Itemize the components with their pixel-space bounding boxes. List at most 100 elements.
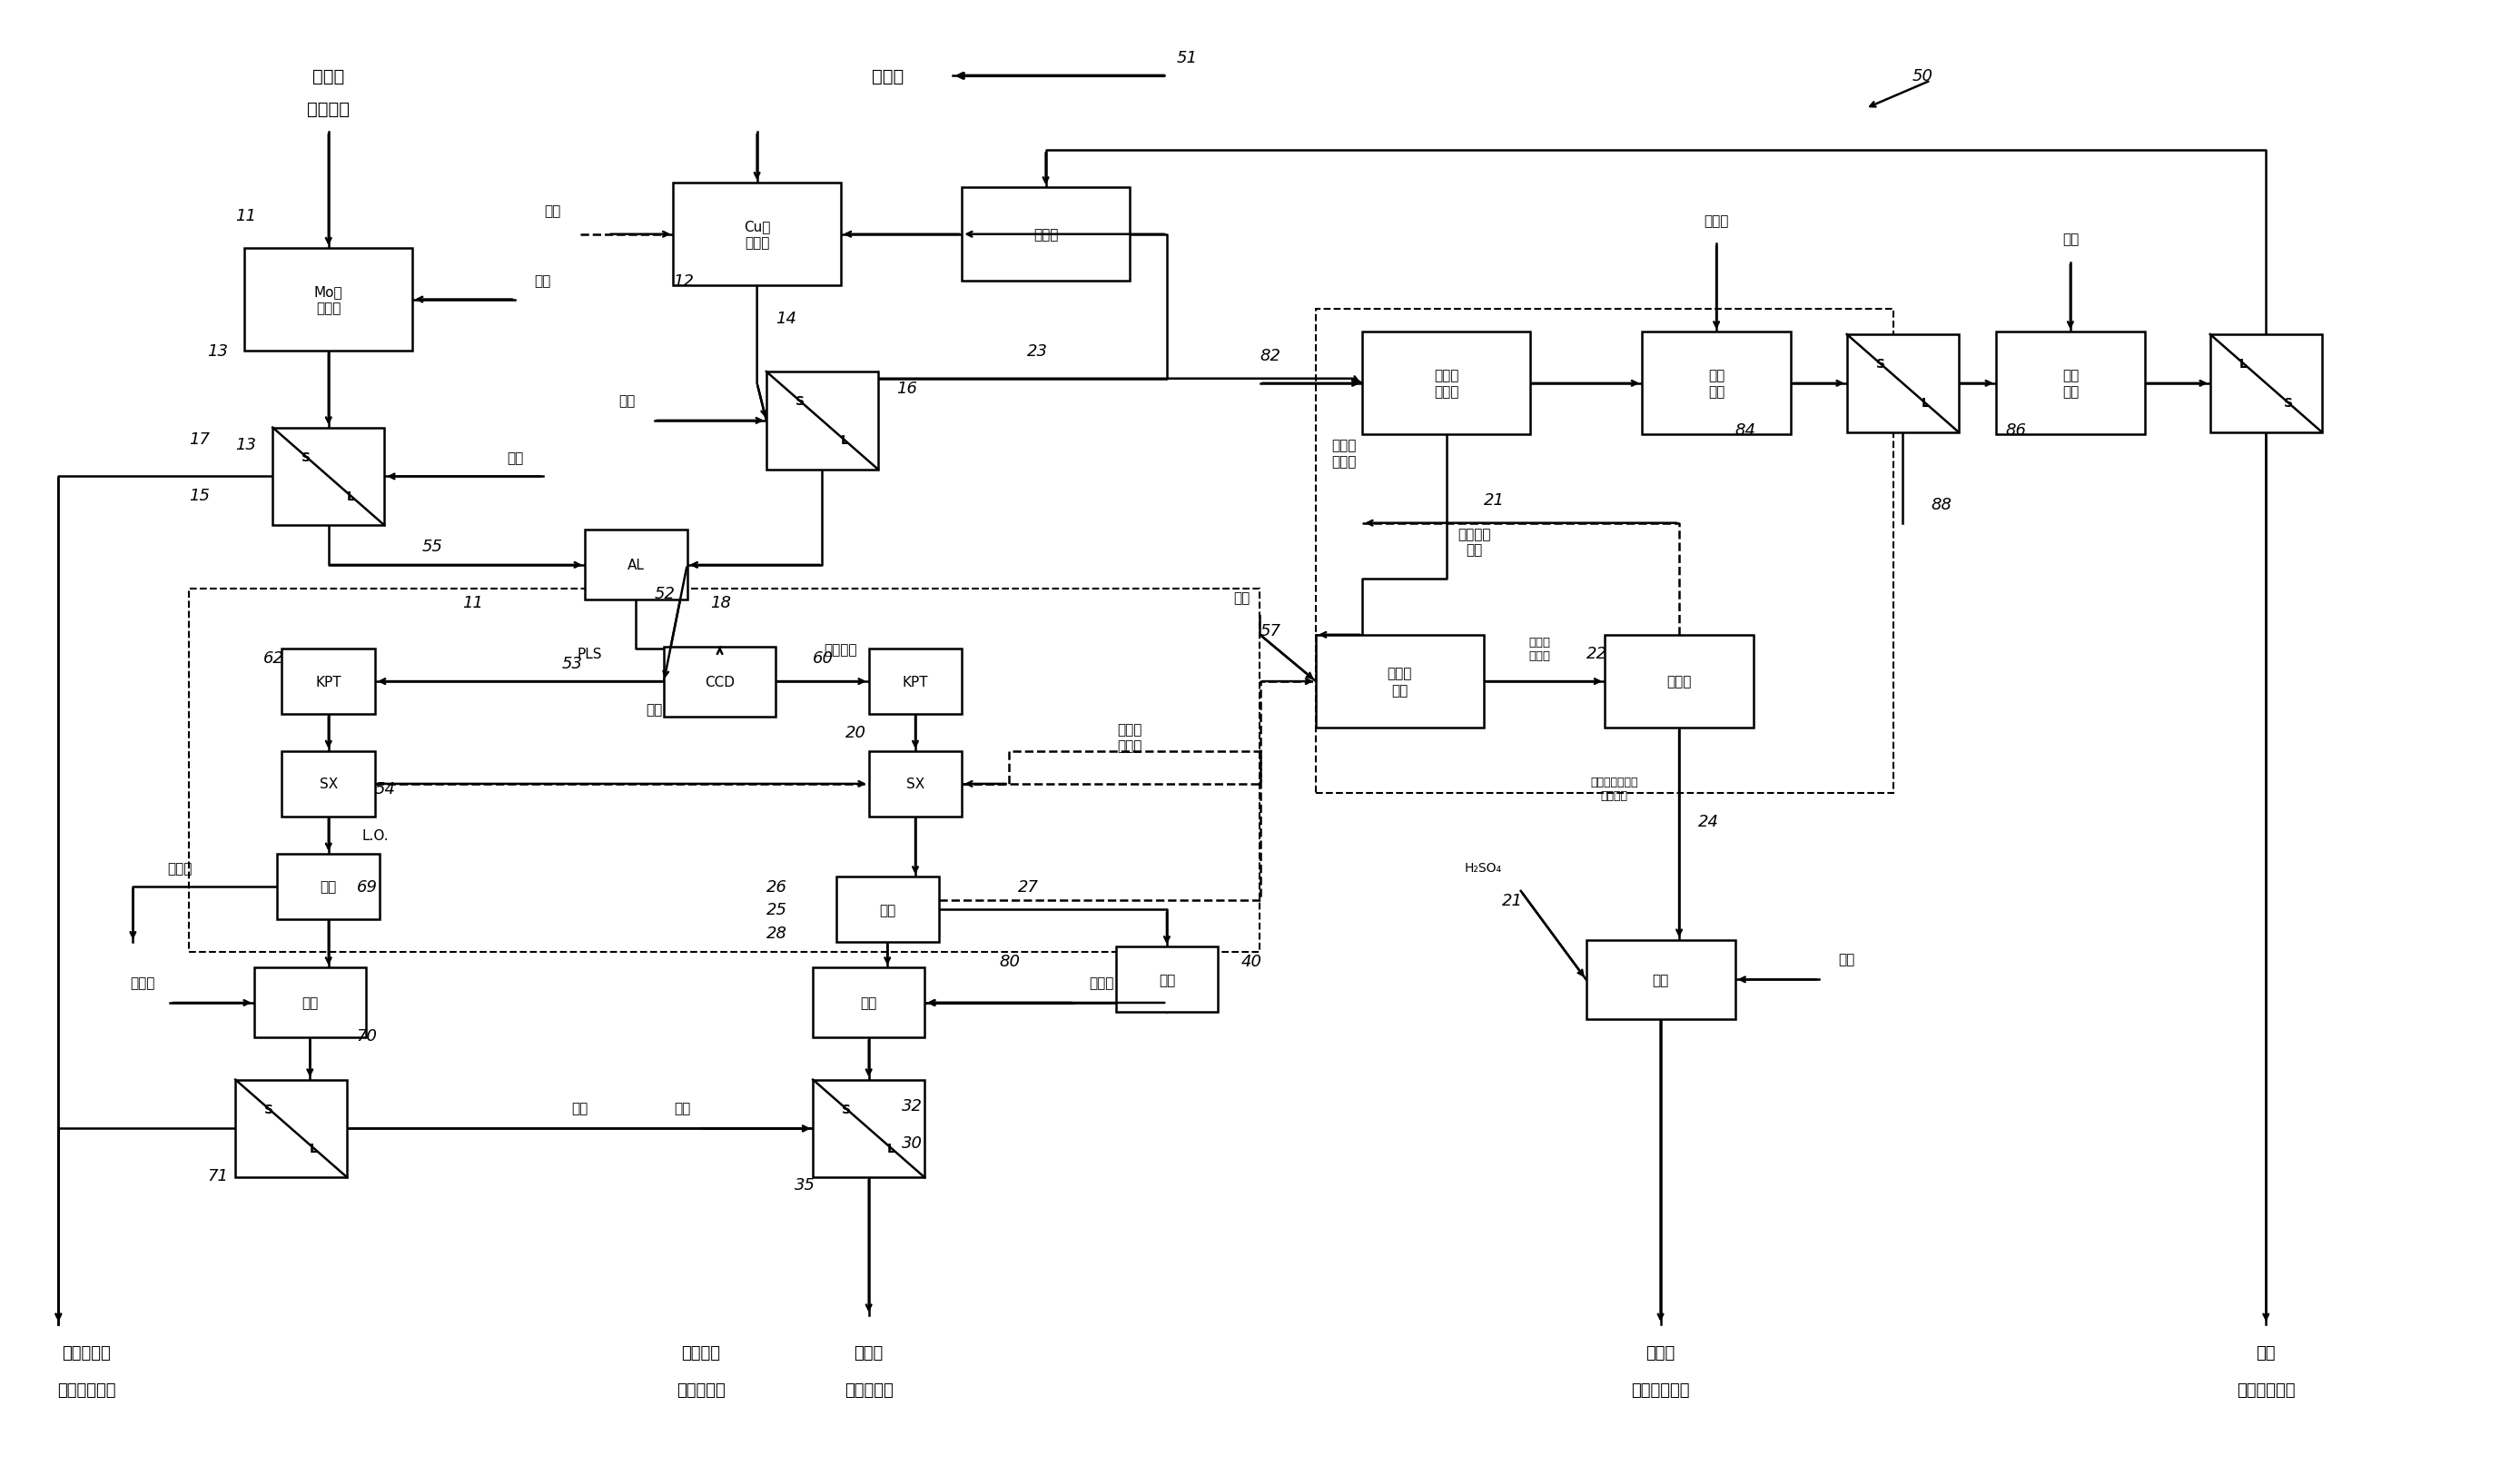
Text: 84: 84 [1736,422,1756,438]
Text: 清水: 清水 [617,394,635,408]
Text: 清水: 清水 [1232,591,1250,605]
Text: 中和: 中和 [859,997,877,1010]
Text: SX: SX [907,777,925,792]
Text: 17: 17 [189,431,209,449]
Text: 13: 13 [207,343,229,359]
Text: 25: 25 [766,902,786,918]
Text: L.O.: L.O. [363,828,388,843]
Text: 溶剂萃
取泄放: 溶剂萃 取泄放 [1331,438,1356,468]
Bar [272,428,386,526]
Text: 16: 16 [897,380,917,397]
Text: SX: SX [320,777,338,792]
Text: （富铜）: （富铜） [307,101,350,117]
Text: 石膏渣: 石膏渣 [854,1344,885,1360]
Text: （去积水池）: （去积水池） [2238,1381,2296,1397]
Bar [869,752,963,817]
Text: 固体: 固体 [645,702,663,717]
Text: 排渣: 排渣 [2255,1344,2276,1360]
Bar [255,968,365,1038]
Bar [1363,333,1530,435]
Bar [663,647,776,717]
Text: 萃余液: 萃余液 [166,861,192,875]
Text: 石灰石: 石灰石 [131,976,154,990]
Text: 21: 21 [1502,893,1522,909]
Text: 21: 21 [1484,493,1504,509]
Text: 35: 35 [794,1176,814,1193]
Text: （送尾矿）: （送尾矿） [844,1381,892,1397]
Bar [2210,334,2321,432]
Text: 55: 55 [421,538,444,556]
Text: 14: 14 [776,311,796,327]
Bar [282,649,375,714]
Text: 洗涤后
有机相: 洗涤后 有机相 [1530,636,1550,663]
Text: 88: 88 [1930,497,1950,513]
Text: 中和: 中和 [302,997,318,1010]
Text: 86: 86 [2006,422,2026,438]
Bar [673,183,842,286]
Text: 40: 40 [1242,953,1263,969]
Bar [189,589,1260,951]
Text: 石灰石: 石灰石 [1704,214,1729,227]
Text: 溶剂萃取
泄放: 溶剂萃取 泄放 [1457,528,1492,557]
Text: 泄放
中和: 泄放 中和 [1709,368,1724,399]
Text: PLS: PLS [577,647,602,661]
Bar [1585,940,1736,1019]
Text: 有机相
洗涤: 有机相 洗涤 [1389,667,1411,696]
Text: 27: 27 [1018,878,1038,894]
Text: 24: 24 [1698,814,1719,830]
Text: （供给市场）: （供给市场） [58,1381,116,1397]
Text: 分流: 分流 [879,903,895,916]
Bar [282,752,375,817]
Text: 53: 53 [562,655,582,671]
Text: 12: 12 [673,273,693,290]
Text: 82: 82 [1260,347,1280,364]
Text: L: L [310,1142,318,1155]
Bar [1996,333,2145,435]
Bar [244,249,413,352]
Bar [1315,309,1893,793]
Bar [814,1080,925,1177]
Text: 分流: 分流 [320,880,338,893]
Text: 铜精矿: 铜精矿 [872,67,902,85]
Text: S: S [265,1102,275,1116]
Text: 铜阴极: 铜阴极 [1646,1344,1676,1360]
Text: 清水: 清水 [1840,953,1855,966]
Text: 15: 15 [189,487,209,504]
Text: 蒸发器: 蒸发器 [1033,229,1058,242]
Text: 反萃取: 反萃取 [1666,674,1691,689]
Text: 80: 80 [1000,953,1021,969]
Text: 26: 26 [766,878,786,894]
Text: 71: 71 [207,1167,229,1183]
Text: S: S [796,396,804,408]
Text: 氧气: 氧气 [544,205,559,218]
Bar [869,649,963,714]
Text: 溶剂萃
取泄放: 溶剂萃 取泄放 [1116,723,1142,752]
Text: 清水: 清水 [572,1101,587,1116]
Text: S: S [842,1102,852,1116]
Text: 50: 50 [1913,69,1933,85]
Text: Cu加
压氧化: Cu加 压氧化 [743,220,771,251]
Text: 62: 62 [262,651,285,667]
Bar [766,372,877,471]
Text: 70: 70 [355,1028,378,1044]
Text: 11: 11 [464,595,484,611]
Text: （供给市场）: （供给市场） [1630,1381,1691,1397]
Text: 22: 22 [1585,645,1608,663]
Bar [585,531,688,600]
Text: 57: 57 [1260,623,1280,639]
Text: AL: AL [627,559,645,572]
Bar [1847,334,1958,432]
Text: 18: 18 [711,595,731,611]
Text: 30: 30 [902,1135,922,1151]
Bar [814,968,925,1038]
Text: 28: 28 [766,925,786,941]
Text: 11: 11 [234,208,257,224]
Text: 石灰石: 石灰石 [1089,976,1114,990]
Text: 石灰: 石灰 [2061,233,2079,246]
Bar [1116,947,1217,1013]
Text: 泄放溶
剂萃取: 泄放溶 剂萃取 [1434,368,1459,399]
Text: 32: 32 [902,1097,922,1114]
Text: L: L [2240,358,2248,371]
Text: H₂SO₄: H₂SO₄ [1464,862,1502,874]
Text: 13: 13 [234,437,257,453]
